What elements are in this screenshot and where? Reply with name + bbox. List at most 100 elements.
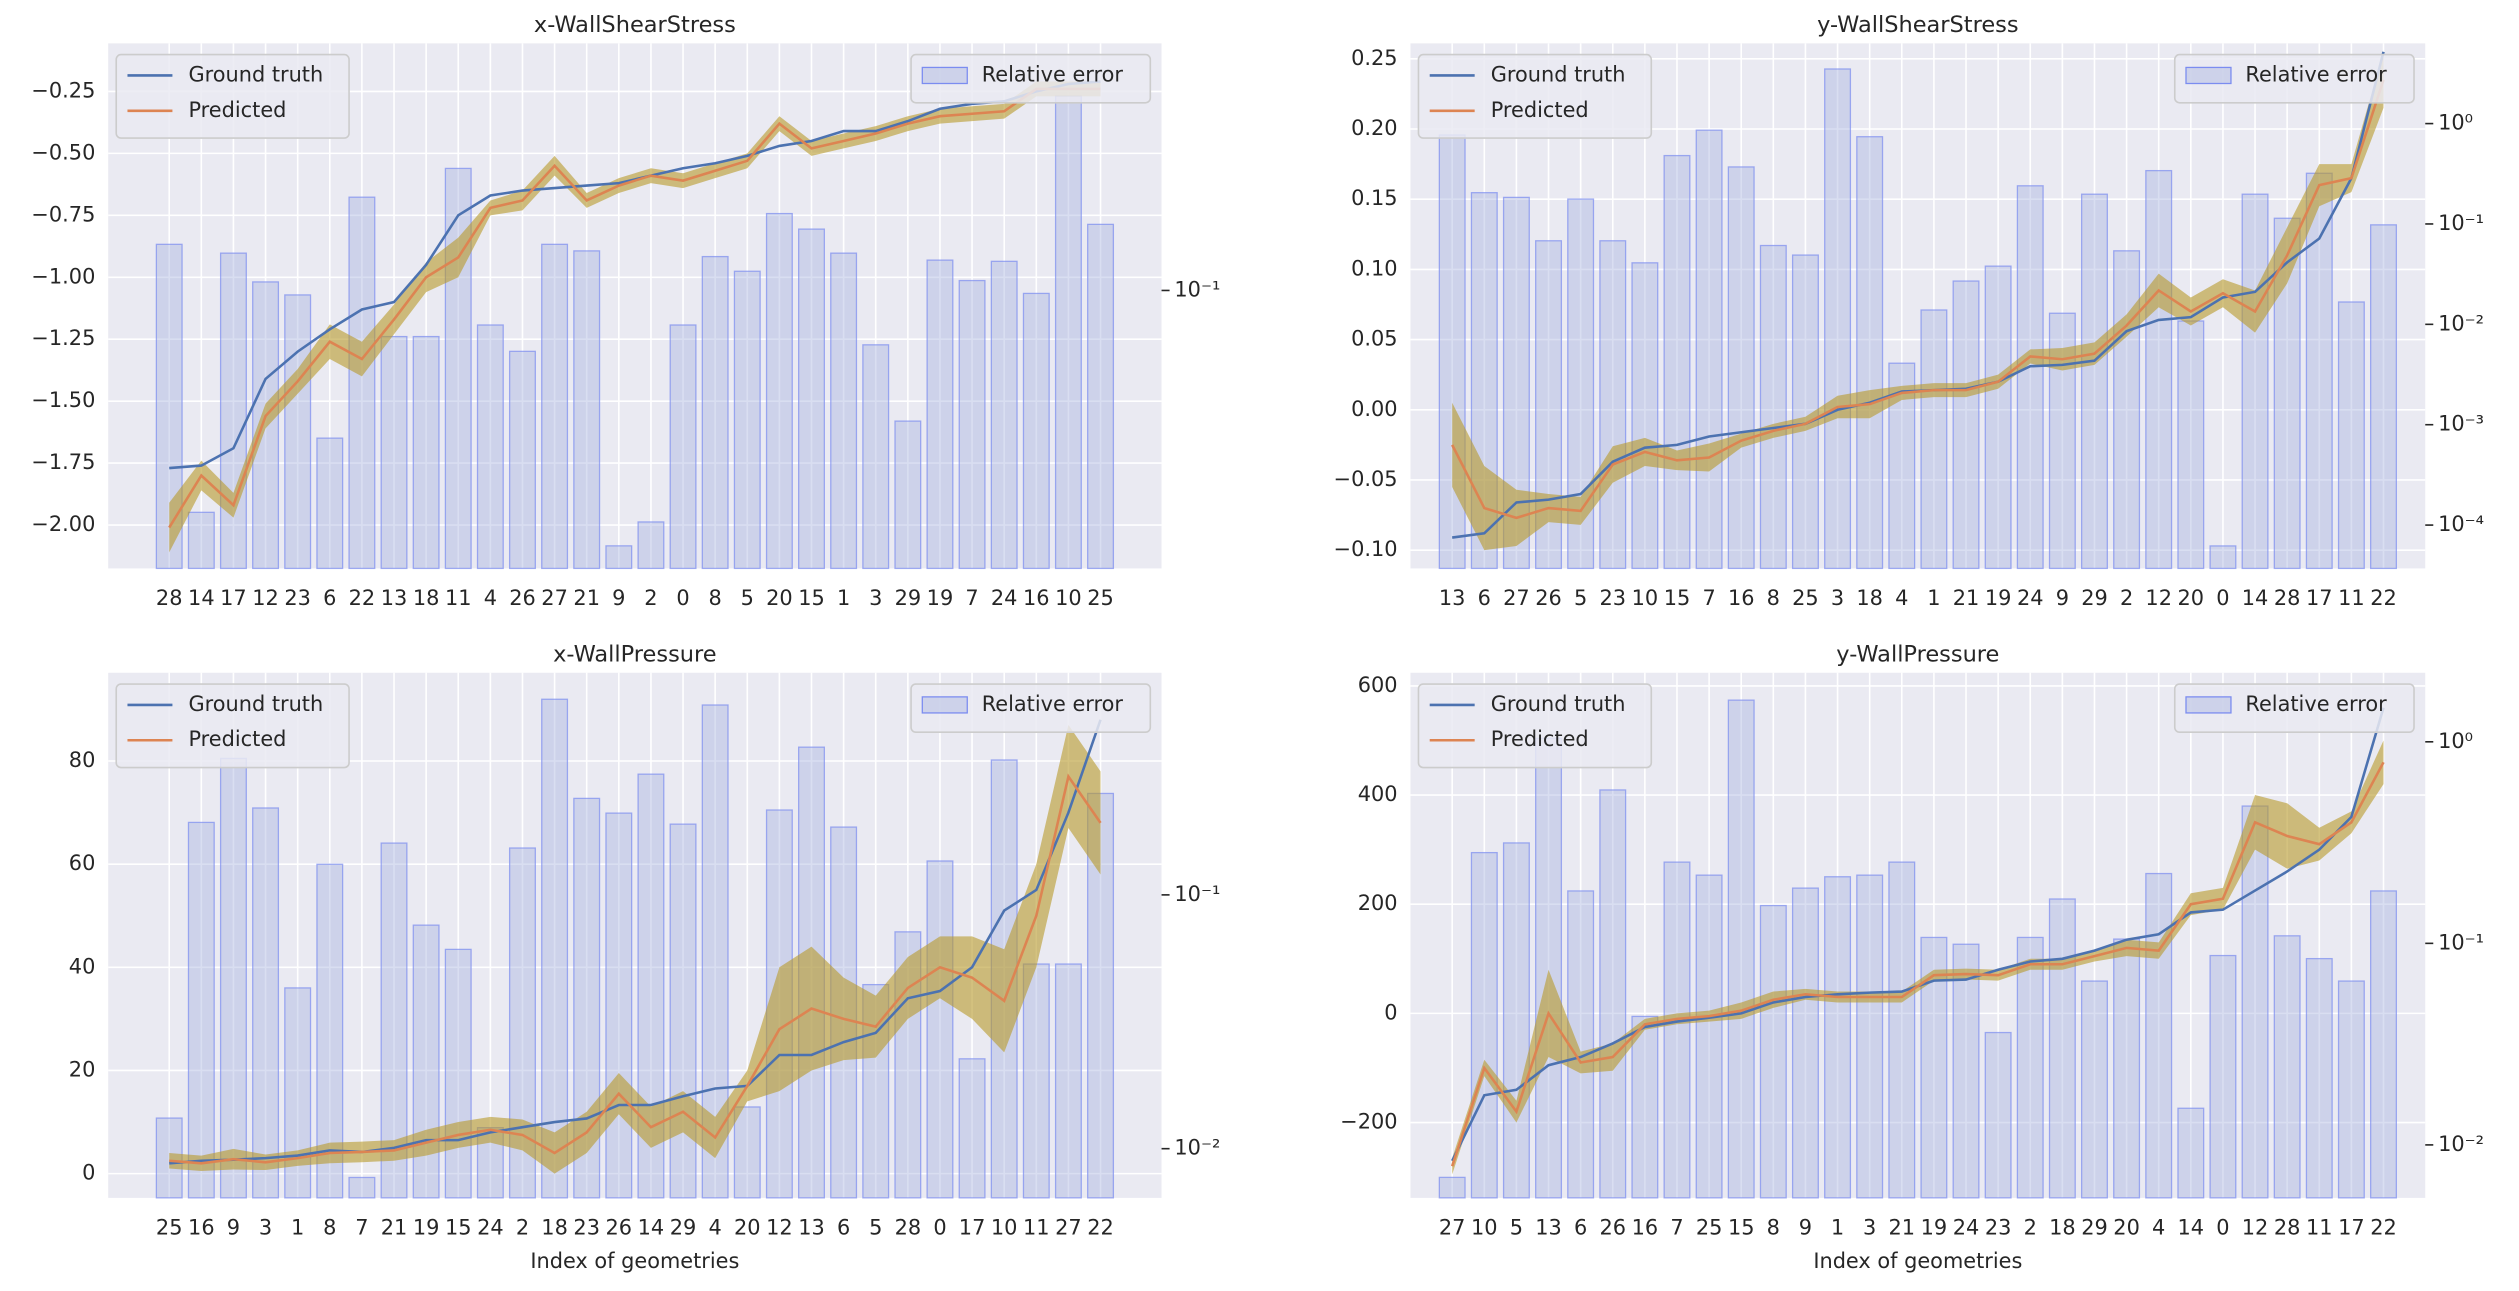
x-tick-label: 15 [445,1215,472,1239]
error-bar [2337,980,2365,1199]
y2-tick-label: 10⁻³ [2438,412,2484,436]
legend-label: Predicted [188,98,286,122]
x-tick-label: 15 [798,586,825,610]
y-tick-label: −1.50 [31,388,95,412]
x-tick-label: 18 [413,586,440,610]
error-bar [765,212,793,570]
y-tick-label: −0.05 [1334,467,1398,491]
x-tick-label: 1 [291,1215,304,1239]
x-tick-label: 1 [1927,586,1940,610]
x-tick-label: 0 [2216,1215,2229,1239]
x-tick-label: 25 [1792,586,1819,610]
x-tick-label: 22 [2370,586,2397,610]
error-bar [348,196,376,570]
x-tick-label: 3 [259,1215,272,1239]
x-tick-label: 11 [1023,1215,1050,1239]
x-tick-label: 13 [798,1215,825,1239]
x-tick-label: 26 [509,586,536,610]
x-tick-label: 29 [670,1215,697,1239]
legend-box [115,683,350,769]
y-tick-label: −1.00 [31,264,95,288]
x-tick-label: 29 [2081,586,2108,610]
legend-label: Ground truth [188,62,323,86]
x-tick-label: 20 [2113,1215,2140,1239]
error-bar [1920,309,1948,570]
error-bar [926,860,954,1199]
x-tick-label: 6 [1574,1215,1587,1239]
error-bar [2305,172,2333,570]
x-tick-label: 8 [1767,1215,1780,1239]
x-tick-label: 27 [1439,1215,1466,1239]
y-tick-label: −1.75 [31,450,95,474]
x-tick-label: 12 [2145,586,2172,610]
x-tick-label: 16 [1023,586,1050,610]
error-bar [830,252,858,570]
x-tick-label: 7 [355,1215,368,1239]
x-tick-label: 2 [644,586,657,610]
y-tick-label: 0.15 [1351,186,1397,210]
chart-title: y-WallPressure [1836,642,1999,668]
x-tick-label: 17 [2306,586,2333,610]
error-bar [1631,1015,1659,1199]
y-tick-label: 200 [1358,891,1398,915]
error-bar [2080,193,2108,570]
x-tick-label: 11 [2338,586,2365,610]
error-bar [701,255,729,570]
x-tick-label: 23 [573,1215,600,1239]
x-tick-label: 1 [1831,1215,1844,1239]
error-bar [1022,292,1050,570]
x-tick-label: 10 [991,1215,1018,1239]
y-tick-label: 0.10 [1351,256,1397,280]
x-tick-label: 9 [1799,1215,1812,1239]
x-tick-label: 10 [1471,1215,1498,1239]
error-bar [1535,737,1563,1199]
error-bar [1984,265,2012,570]
legend-label: Relative error [2245,62,2387,86]
x-tick-label: 7 [1702,586,1715,610]
chart-title: x-WallShearStress [534,12,736,38]
error-bar [541,698,569,1199]
x-tick-label: 0 [933,1215,946,1239]
error-bar [1087,223,1115,570]
x-tick-label: 26 [1535,586,1562,610]
x-tick-label: 11 [2306,1215,2333,1239]
y-tick-label: 400 [1358,782,1398,806]
error-bar [1502,842,1530,1199]
uncertainty-band [169,81,1101,553]
x-tick-label: 19 [413,1215,440,1239]
x-tick-label: 9 [612,586,625,610]
error-bar [2048,898,2076,1199]
error-bar [219,252,247,570]
error-bar [2080,980,2108,1199]
error-bar [1663,861,1691,1199]
error-bar [444,948,472,1199]
y-tick-label: −0.10 [1334,537,1398,561]
error-bar [2209,954,2237,1199]
x-tick-label: 24 [991,586,1018,610]
x-tick-label: 5 [741,586,754,610]
x-tick-label: 29 [895,586,922,610]
y-tick-label: 0 [1384,1000,1397,1024]
y2-tick-label: 10⁻¹ [2438,930,2484,954]
legend-swatch [921,696,968,714]
error-bar [733,270,761,570]
error-bar [412,335,440,570]
y2-tick-label: 10⁻¹ [2438,211,2484,235]
x-tick-label: 7 [965,586,978,610]
x-tick-label: 8 [323,1215,336,1239]
x-tick-label: 24 [477,1215,504,1239]
error-bar [1054,963,1082,1199]
x-tick-label: 22 [349,586,376,610]
x-tick-label: 6 [1478,586,1491,610]
error-bar [1856,136,1884,570]
legend-label: Predicted [1491,98,1589,122]
legend-label: Predicted [1491,727,1589,751]
y-tick-label: −2.00 [31,512,95,536]
x-tick-label: 6 [837,1215,850,1239]
x-tick-label: 4 [2152,1215,2165,1239]
x-tick-label: 19 [1921,1215,1948,1239]
legend-label: Ground truth [188,692,323,716]
legend-box [910,683,1152,734]
error-bar [1470,851,1498,1199]
legend-box [1417,683,1653,769]
